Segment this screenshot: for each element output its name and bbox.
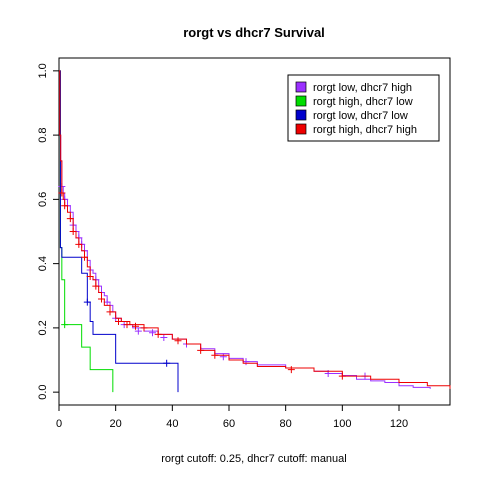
censor-mark [154,330,162,338]
y-tick-label: 0.2 [37,320,49,335]
series-line-4 [59,70,451,389]
censor-mark [163,359,171,367]
y-tick-label: 0.0 [37,384,49,399]
censor-mark [134,327,142,335]
plot-frame [58,57,451,406]
legend-label: rorgt low, dhcr7 high [313,82,412,94]
censor-mark [123,321,131,329]
x-tick-label: 20 [110,418,122,430]
censor-mark [338,372,346,380]
censor-mark [115,317,122,325]
legend-label: rorgt high, dhcr7 low [313,96,413,108]
censor-mark [66,215,74,223]
x-axis: 0 20 40 60 80 100 120 [56,405,408,430]
censor-mark [219,353,227,361]
censor-mark [149,329,156,337]
x-tick-label: 100 [333,418,351,430]
x-tick-label: 60 [223,418,235,430]
censor-mark [92,282,100,290]
censor-mark [160,334,168,342]
censor-mark [61,202,69,210]
legend-swatch [295,109,307,121]
censor-mark [58,189,66,197]
x-tick-label: 80 [280,418,292,430]
legend-swatch [295,95,307,107]
y-tick-label: 0.8 [37,127,49,142]
censor-mark [140,324,148,332]
censor-mark [69,228,77,235]
censor-mark [197,346,205,354]
x-tick-label: 120 [390,418,408,430]
censor-mark [106,308,114,316]
censor-mark [83,298,91,306]
censor-mark [81,253,88,261]
censor-mark [103,298,111,306]
y-tick-label: 0.6 [37,192,49,207]
x-tick-label: 40 [166,418,178,430]
x-tick-label: 0 [56,418,62,430]
chart-title: rorgt vs dhcr7 Survival [183,25,325,40]
y-tick-label: 0.4 [37,256,49,271]
legend-box [287,74,440,142]
legend: rorgt low, dhcr7 high rorgt high, dhcr7 l… [287,74,440,142]
y-axis: 0.0 0.2 0.4 0.6 0.8 1.0 [37,63,59,400]
censor-mark [287,366,295,374]
censor-mark [211,351,219,359]
censor-mark [98,295,105,303]
legend-label: rorgt low, dhcr7 low [313,110,408,122]
y-tick-label: 1.0 [37,63,49,78]
legend-label: rorgt high, dhcr7 high [313,124,417,136]
series-line-3 [59,70,179,393]
series-layer [58,70,451,393]
censor-mark [86,272,94,280]
legend-swatch [295,123,307,135]
censor-mark [61,321,69,329]
x-axis-label: rorgt cutoff: 0.25, dhcr7 cutoff: manual [161,453,346,465]
censor-mark [174,337,182,345]
legend-swatch [295,81,307,93]
censor-mark [75,240,83,248]
censor-mark [132,322,139,330]
